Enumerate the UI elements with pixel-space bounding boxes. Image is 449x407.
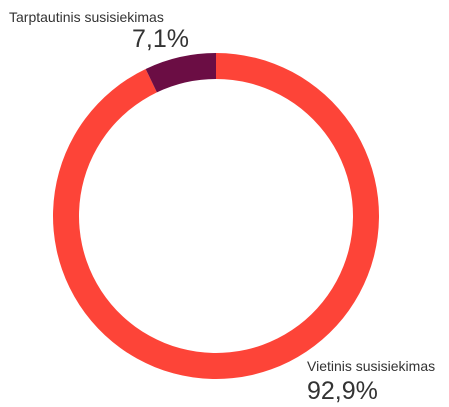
slice-value-label: 7,1% <box>132 25 189 53</box>
slice-label-vietinis: Vietinis susisiekimas 92,9% <box>307 358 435 405</box>
slice-value-label: 92,9% <box>307 377 378 405</box>
slice-name-label: Tarptautinis susisiekimas <box>9 9 164 25</box>
donut-slice-1 <box>145 53 216 93</box>
donut-slice-0 <box>52 53 379 379</box>
donut-slices <box>52 53 379 379</box>
slice-name-label: Vietinis susisiekimas <box>307 358 435 374</box>
slice-label-tarptautinis: Tarptautinis susisiekimas 7,1% <box>9 9 189 53</box>
